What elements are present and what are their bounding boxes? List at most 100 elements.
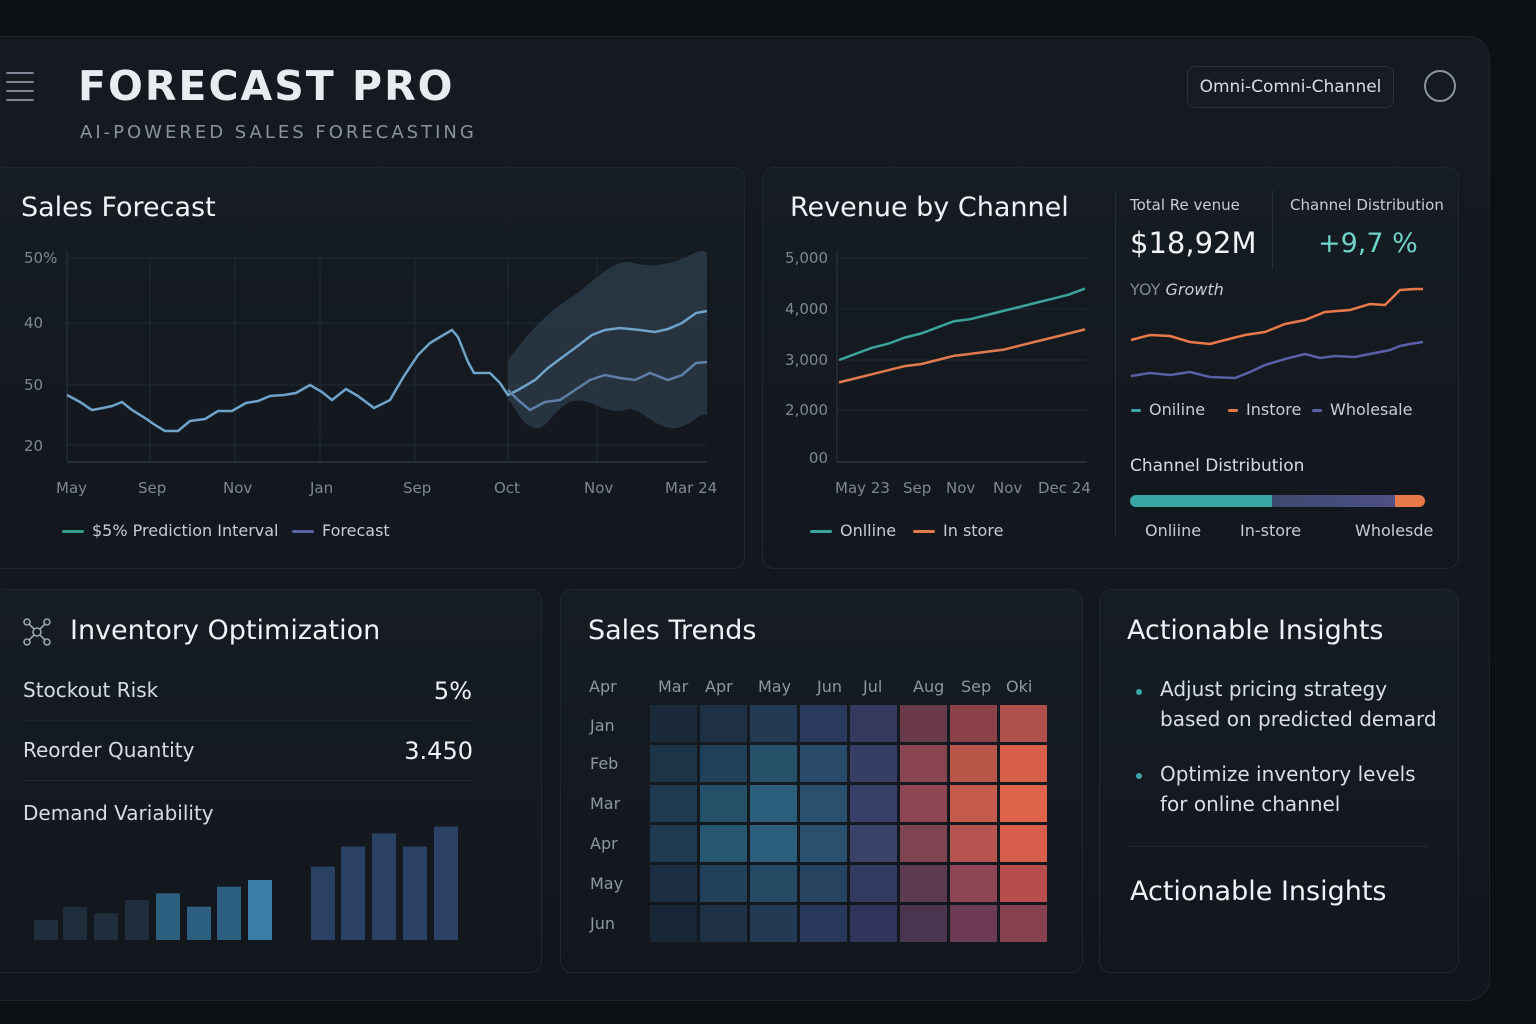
heatmap-cell	[700, 745, 747, 782]
app-title: FORECAST PRO	[78, 62, 455, 110]
legend-online: Onlline	[810, 521, 896, 540]
heatmap-cell	[850, 825, 897, 862]
heatmap-cell	[1000, 905, 1047, 942]
insights-card	[1099, 589, 1459, 973]
heatmap-cell	[800, 905, 847, 942]
legend-label: Oniline	[1149, 400, 1206, 419]
distribution-bar	[1130, 495, 1425, 507]
insight-item[interactable]: Optimize inventory levels for online cha…	[1160, 759, 1416, 819]
heatmap-row-label: Mar	[590, 794, 621, 813]
variability-bar	[248, 880, 272, 940]
divider	[1272, 190, 1273, 270]
heatmap-cell	[650, 905, 697, 942]
heatmap-cell	[950, 825, 997, 862]
network-icon	[23, 618, 51, 646]
variability-bar	[187, 906, 211, 940]
sales-trends-title: Sales Trends	[588, 615, 757, 646]
divider	[23, 780, 473, 781]
heatmap-cell	[800, 705, 847, 742]
history-line	[66, 309, 708, 433]
insight-line: Adjust pricing strategy	[1160, 677, 1388, 701]
profile-icon[interactable]	[1424, 70, 1456, 102]
prediction-interval-band	[508, 251, 707, 429]
heatmap-cell	[800, 825, 847, 862]
heatmap-cell	[750, 785, 797, 822]
legend-label: Wholesale	[1330, 400, 1413, 419]
heatmap-cell	[850, 705, 897, 742]
heatmap-cell	[1000, 785, 1047, 822]
heatmap-cell	[1000, 825, 1047, 862]
insights-footer-title: Actionable Insights	[1130, 876, 1387, 907]
insight-line: for online channel	[1160, 792, 1341, 816]
x-tick: May	[56, 479, 87, 497]
heatmap-col-label: Jun	[817, 677, 842, 696]
x-tick: May 23	[835, 479, 890, 497]
x-tick: Dec 24	[1038, 479, 1091, 497]
insight-line: Optimize inventory levels	[1160, 762, 1416, 786]
legend-instore: In store	[913, 521, 1003, 540]
heatmap-cell	[650, 825, 697, 862]
legend-label: Forecast	[322, 521, 390, 540]
heatmap-row-label: Jun	[590, 914, 615, 933]
revenue-title: Revenue by Channel	[790, 192, 1069, 223]
insights-title: Actionable Insights	[1127, 615, 1384, 646]
x-tick: Sep	[403, 479, 431, 497]
legend-label: Instore	[1246, 400, 1302, 419]
heatmap-cell	[750, 705, 797, 742]
legend-forecast: Forecast	[292, 521, 390, 540]
heatmap-cell	[900, 745, 947, 782]
x-ticks: May 23 Sep Nov Nov Dec 24	[835, 479, 1091, 497]
insight-item[interactable]: Adjust pricing strategy based on predict…	[1160, 674, 1437, 734]
channel-dist-label: Channel Distribution	[1290, 196, 1444, 214]
channel-selector[interactable]: Omni-Comni-Channel	[1187, 66, 1394, 108]
forecast-line	[507, 360, 708, 412]
x-tick: Nov	[946, 479, 975, 497]
heatmap-cell	[700, 905, 747, 942]
yoy-label: Growth	[1165, 280, 1224, 299]
heatmap-cell	[750, 745, 797, 782]
heatmap-cell	[950, 705, 997, 742]
y-ticks: 5,000 4,000 3,000 2,000 00	[785, 249, 828, 467]
y-tick: 4,000	[785, 300, 828, 318]
legend-swatch	[292, 530, 314, 533]
heatmap-cell	[700, 865, 747, 902]
heatmap-col-label: Oki	[1006, 677, 1033, 696]
heatmap-row-label: May	[590, 874, 624, 893]
variability-bar	[217, 886, 241, 940]
legend-swatch	[1228, 409, 1238, 412]
x-tick: Nov	[584, 479, 613, 497]
x-tick: Mar 24	[665, 479, 717, 497]
heatmap-col-label: Sep	[961, 677, 992, 696]
heatmap-cell	[1000, 865, 1047, 902]
series-online	[838, 287, 1086, 362]
x-tick: Sep	[138, 479, 166, 497]
heatmap-col-label: Jul	[863, 677, 883, 696]
legend-swatch	[913, 530, 935, 533]
heatmap-cell	[850, 905, 897, 942]
stockout-label: Stockout Risk	[23, 678, 159, 702]
heatmap-cell	[950, 745, 997, 782]
divider	[23, 720, 473, 721]
sparkline-instore	[1130, 287, 1423, 346]
heatmap-cell	[850, 785, 897, 822]
insight-line: based on predicted demard	[1160, 707, 1437, 731]
heatmap-grid	[650, 705, 1047, 942]
sparkline-wholesale	[1130, 340, 1424, 380]
heatmap-cell	[1000, 705, 1047, 742]
yoy-prefix: YOY	[1130, 280, 1161, 299]
y-tick: 2,000	[785, 401, 828, 419]
legend-interval: $5% Prediction Interval	[62, 521, 279, 540]
series-instore	[838, 328, 1086, 384]
heatmap-cell	[700, 825, 747, 862]
heatmap-col-label: May	[758, 677, 792, 696]
variability-bar	[341, 846, 365, 940]
variability-bar	[311, 866, 335, 940]
y-tick: 20	[24, 437, 43, 455]
heatmap-cell	[750, 825, 797, 862]
heatmap-cell	[650, 785, 697, 822]
distribution-segment	[1130, 495, 1272, 507]
legend-swatch	[62, 530, 84, 533]
heatmap-cell	[800, 785, 847, 822]
menu-icon[interactable]	[6, 72, 34, 108]
heatmap-col-label: Mar	[658, 677, 689, 696]
